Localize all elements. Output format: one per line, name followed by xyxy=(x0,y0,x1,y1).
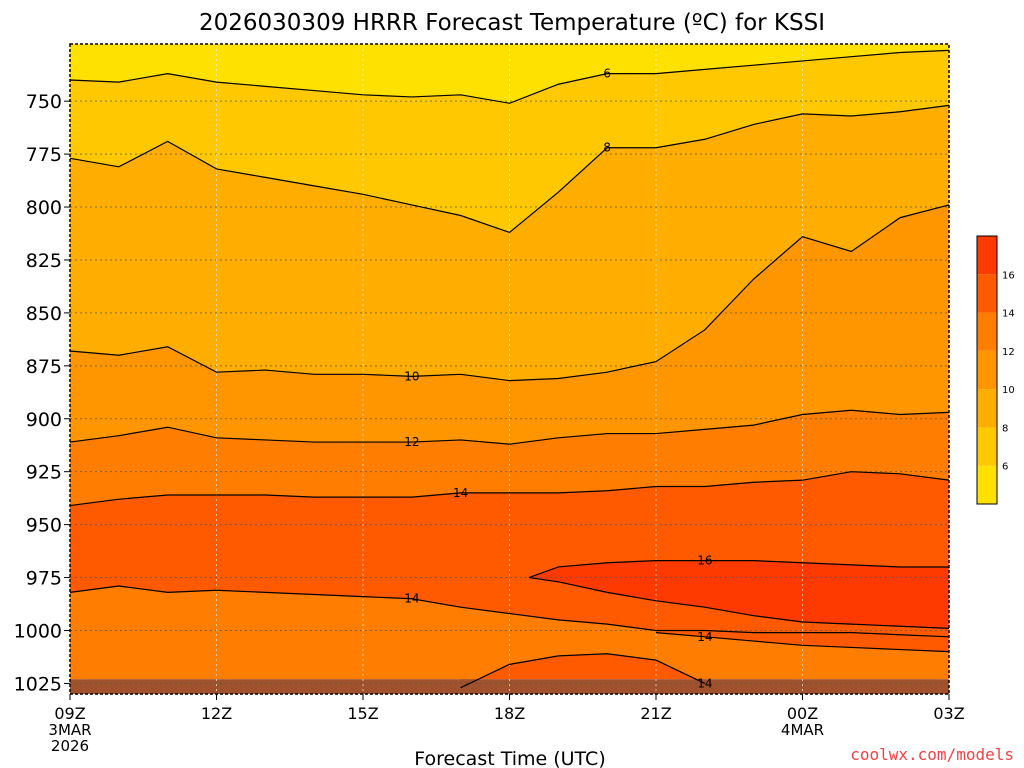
y-tick-label-900: 900 xyxy=(26,409,62,431)
x-tick-label-00Z: 00Z xyxy=(787,704,818,723)
x-axis-title: Forecast Time (UTC) xyxy=(414,748,605,768)
colorbar-label-8: 8 xyxy=(1002,423,1008,434)
y-tick-label-850: 850 xyxy=(26,303,62,325)
y-tick-label-1025: 1025 xyxy=(14,673,62,695)
colorbar-label-12: 12 xyxy=(1002,347,1015,358)
colorbar-border xyxy=(976,235,998,505)
isotherm-label-14: 14 xyxy=(697,676,712,690)
ground-surface xyxy=(70,679,949,694)
x-tick-sublabel-09Z-1: 2026 xyxy=(51,737,89,755)
plot-border xyxy=(69,43,950,695)
band-14-16-right xyxy=(656,630,949,652)
x-tick-label-21Z: 21Z xyxy=(640,704,671,723)
y-tick-label-800: 800 xyxy=(26,197,62,219)
x-tick-label-09Z: 09Z xyxy=(54,704,85,723)
band-16-18 xyxy=(529,560,949,629)
x-tick-sublabel-09Z-0: 3MAR xyxy=(48,721,91,739)
isotherm-label-6: 6 xyxy=(603,67,611,81)
band-12-14-lower xyxy=(70,586,949,680)
y-tick-label-750: 750 xyxy=(26,91,62,113)
isotherm-line-16 xyxy=(528,560,949,579)
colorbar-band-10-12 xyxy=(977,350,997,390)
isotherm-label-10: 10 xyxy=(404,369,419,383)
isotherm-label-16: 16 xyxy=(697,554,712,568)
isotherm-label-8: 8 xyxy=(603,141,611,155)
band-8-10 xyxy=(70,105,949,381)
band-12-14 xyxy=(70,410,949,506)
x-tick-label-18Z: 18Z xyxy=(494,704,525,723)
isotherm-label-14: 14 xyxy=(453,486,468,500)
colorbar-legend: 6 8 10 12 14 16 xyxy=(976,235,1015,505)
isotherm-label-12: 12 xyxy=(404,435,419,449)
colorbar-band-6-8 xyxy=(977,427,997,466)
ground-bar xyxy=(70,679,949,694)
x-tick-label-15Z: 15Z xyxy=(347,704,378,723)
isotherm-line-14 xyxy=(69,471,950,507)
colorbar-band-14-16 xyxy=(977,274,997,313)
isotherm-line-14 xyxy=(655,632,950,653)
band-10-12 xyxy=(70,204,949,445)
isotherm-label-14: 14 xyxy=(697,630,712,644)
x-tick-label-03Z: 03Z xyxy=(933,704,964,723)
isotherm-line-14 xyxy=(69,585,950,638)
source-watermark: coolwx.com/models xyxy=(850,745,1014,764)
y-tick-label-950: 950 xyxy=(26,515,62,537)
y-tick-label-1000: 1000 xyxy=(14,620,62,642)
isotherm-line-16 xyxy=(528,576,950,629)
colorbar-label-14: 14 xyxy=(1002,309,1015,320)
y-tick-label-775: 775 xyxy=(26,144,62,166)
x-tick-label-12Z: 12Z xyxy=(201,704,232,723)
isotherm-line-10 xyxy=(69,204,950,382)
chart-title: 2026030309 HRRR Forecast Temperature (ºC… xyxy=(199,10,825,36)
isotherm-label-14: 14 xyxy=(404,592,419,606)
isotherm-line-12 xyxy=(69,409,950,445)
isotherm-labels: 6 8 10 12 14 14 16 14 14 xyxy=(404,67,712,691)
isotherm-line-8 xyxy=(69,104,950,234)
colorbar-label-16: 16 xyxy=(1002,270,1015,281)
colorbar-band-16-18 xyxy=(977,236,997,275)
y-tick-label-925: 925 xyxy=(26,462,62,484)
isotherm-line-6 xyxy=(69,49,950,104)
y-tick-label-825: 825 xyxy=(26,250,62,272)
isotherm-contours xyxy=(69,49,950,689)
colorbar-label-6: 6 xyxy=(1002,462,1008,473)
plot-frame xyxy=(69,43,950,695)
y-tick-label-975: 975 xyxy=(26,568,62,590)
colorbar-label-10: 10 xyxy=(1002,385,1015,396)
y-axis-pressure: 750 775 800 825 850 875 900 925 950 975 1000 1025 xyxy=(14,91,70,695)
x-tick-sublabel-00Z-0: 4MAR xyxy=(781,721,824,739)
colorbar-band-4-6 xyxy=(977,465,997,504)
isotherm-line-14 xyxy=(460,653,706,689)
y-tick-label-875: 875 xyxy=(26,356,62,378)
band-6-8 xyxy=(70,50,949,233)
colorbar-band-12-14 xyxy=(977,312,997,351)
colorbar-band-8-10 xyxy=(977,389,997,428)
